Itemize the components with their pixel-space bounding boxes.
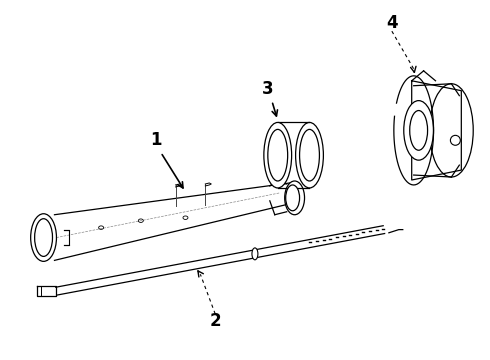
- Ellipse shape: [410, 111, 428, 150]
- Ellipse shape: [264, 122, 292, 188]
- Ellipse shape: [430, 84, 473, 177]
- Ellipse shape: [35, 219, 52, 256]
- Ellipse shape: [295, 122, 323, 188]
- Ellipse shape: [450, 135, 460, 145]
- Ellipse shape: [299, 129, 319, 181]
- Text: 1: 1: [150, 131, 161, 149]
- Ellipse shape: [404, 100, 434, 160]
- Text: 2: 2: [209, 312, 221, 330]
- Ellipse shape: [31, 214, 56, 261]
- Ellipse shape: [286, 185, 299, 211]
- Text: 3: 3: [262, 80, 273, 98]
- Ellipse shape: [252, 248, 258, 260]
- Ellipse shape: [285, 181, 305, 215]
- Ellipse shape: [268, 129, 288, 181]
- Polygon shape: [412, 81, 461, 180]
- Text: 4: 4: [386, 14, 398, 32]
